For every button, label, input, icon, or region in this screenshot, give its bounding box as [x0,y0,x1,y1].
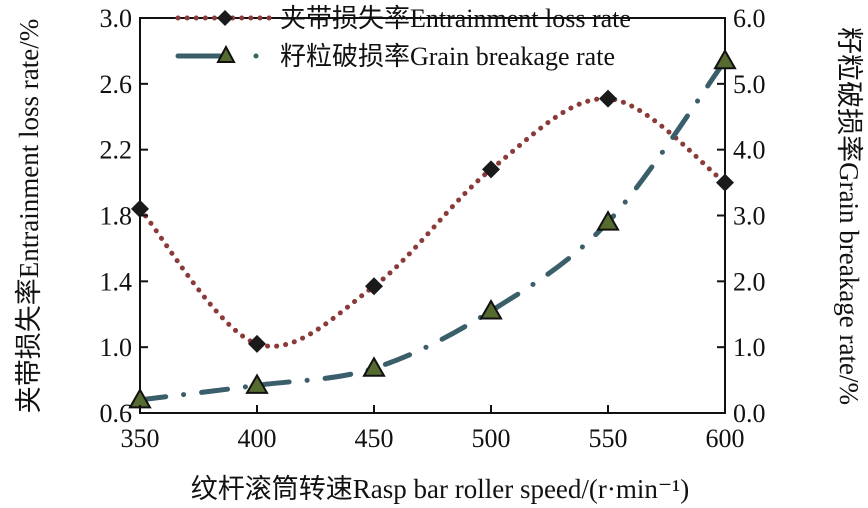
series-curves [137,58,728,403]
entrainment-loss-point [131,199,149,218]
x-tick-label: 350 [121,424,160,453]
grain-breakage-point [596,210,620,231]
x-tick-label: 600 [706,424,745,453]
tick-labels: 350 400 450 500 550 600 0.6 1.0 1.4 1.8 2.2 2.6 3.0 0… [100,4,766,453]
x-tick-label: 450 [355,424,394,453]
y-right-tick-label: 5.0 [733,70,766,99]
entrainment-loss-point [599,89,617,108]
x-tick-label: 400 [238,424,277,453]
series-grain-breakage-line [137,58,728,403]
legend-entrainment-loss-marker [217,10,233,26]
legend: 夹带损失率Entrainment loss rate 籽粒破损率Grain bre… [175,4,631,71]
entrainment-loss-point [365,277,383,296]
x-tick-label: 500 [472,424,511,453]
y-axis-left-title: 夹带损失率Entrainment loss rate/% [14,19,44,413]
x-tick-label: 550 [589,424,628,453]
series-entrainment-loss-line [137,96,728,349]
grain-breakage-point [362,356,386,377]
series-markers [128,48,737,409]
y-left-tick-label: 0.6 [100,399,133,428]
entrainment-loss-point [248,334,266,353]
y-left-tick-label: 2.2 [100,136,133,165]
y-left-tick-label: 1.4 [100,267,133,296]
y-left-tick-label: 3.0 [100,4,133,33]
plot-frame [139,17,726,414]
y-right-tick-label: 2.0 [733,267,766,296]
y-right-tick-label: 6.0 [733,4,766,33]
y-right-tick-label: 3.0 [733,202,766,231]
y-left-tick-label: 1.8 [100,202,133,231]
entrainment-loss-point [482,160,500,179]
y-axis-right-title: 籽粒破损率Grain breakage rate/% [834,27,864,405]
grain-breakage-point [479,298,503,320]
legend-grain-breakage-marker [216,44,236,63]
y-left-tick-label: 1.0 [100,333,133,362]
y-right-tick-label: 4.0 [733,136,766,165]
y-right-tick-label: 1.0 [733,333,766,362]
legend-entrainment-loss-label: 夹带损失率Entrainment loss rate [280,4,631,33]
y-right-tick-label: 0.0 [733,399,766,428]
plot-border [139,17,726,414]
legend-grain-breakage-label: 籽粒破损率Grain breakage rate [280,42,615,71]
x-axis-title: 纹杆滚筒转速Rasp bar roller speed/(r·min⁻¹) [191,474,690,504]
legend-grain-breakage-dot [253,53,259,59]
grain-breakage-point [245,373,269,394]
entrainment-loss-point [716,173,734,192]
grain-breakage-point [713,48,737,70]
y-left-tick-label: 2.6 [100,70,133,99]
